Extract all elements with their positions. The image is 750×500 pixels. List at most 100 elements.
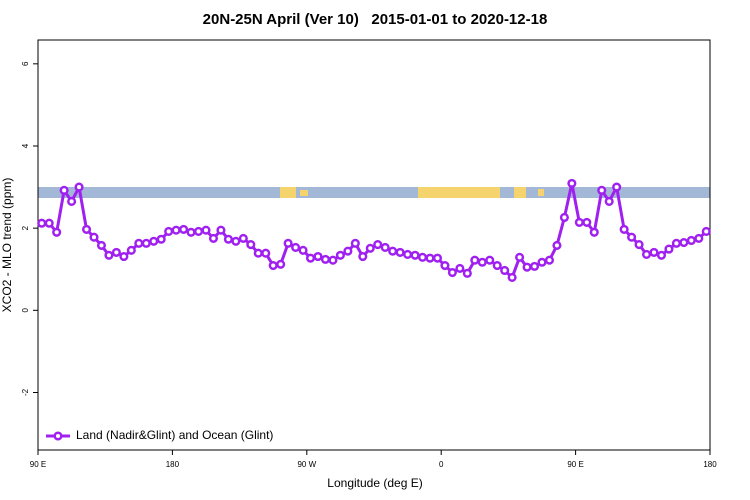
data-point [186, 227, 196, 237]
data-point [365, 243, 375, 253]
data-point [589, 227, 599, 237]
y-tick-label: -2 [21, 388, 30, 396]
x-tick-label: 90 E [30, 460, 46, 469]
data-point [268, 260, 278, 271]
y-tick-label: 4 [21, 143, 30, 148]
x-tick-label: 180 [703, 460, 717, 469]
data-point [582, 217, 592, 227]
data-point [126, 245, 136, 255]
data-point [507, 272, 517, 283]
data-point [380, 242, 390, 253]
data-point [350, 238, 360, 248]
data-point [246, 240, 256, 250]
x-tick-label: 90 E [567, 460, 583, 469]
data-point [455, 263, 465, 273]
x-axis-title: Longitude (deg E) [327, 476, 422, 490]
data-point [238, 233, 248, 243]
data-point [447, 267, 457, 278]
data-point [477, 257, 487, 267]
data-point [276, 259, 286, 269]
data-point [440, 260, 450, 271]
x-tick-label: 90 W [297, 460, 316, 469]
land-patch [514, 187, 526, 198]
data-point [559, 212, 569, 223]
data-point [492, 260, 502, 271]
data-point [67, 196, 77, 207]
data-point [671, 238, 681, 248]
data-point [686, 235, 696, 246]
legend-marker [53, 431, 63, 441]
data-point [485, 255, 495, 265]
data-point [119, 251, 129, 262]
data-point [612, 182, 622, 192]
data-point [529, 261, 540, 271]
data-point [597, 185, 607, 195]
chart-title: 20N-25N April (Ver 10) 2015-01-01 to 202… [203, 11, 548, 28]
data-point [328, 255, 338, 265]
land-patch [418, 187, 500, 198]
data-point [649, 247, 659, 257]
data-point [552, 240, 562, 250]
data-point [641, 249, 652, 259]
data-point [81, 224, 92, 234]
data-point [59, 185, 69, 195]
data-point [395, 247, 405, 257]
data-point [44, 218, 54, 228]
land-patch [300, 190, 308, 196]
data-point [141, 238, 151, 248]
data-point [634, 240, 644, 250]
data-point [164, 226, 174, 236]
data-point [544, 255, 555, 265]
data-point [373, 240, 383, 250]
data-point [432, 253, 443, 263]
data-point [403, 249, 413, 259]
data-point [104, 250, 114, 260]
y-tick-label: 6 [21, 61, 30, 66]
data-point [208, 233, 219, 243]
data-point [417, 252, 428, 262]
data-point [201, 225, 211, 235]
data-point [37, 218, 47, 228]
data-point [134, 238, 144, 248]
data-point [156, 234, 166, 244]
data-point [223, 234, 233, 244]
data-point [470, 255, 480, 265]
data-point [171, 225, 181, 235]
plot-frame [37, 39, 711, 451]
data-point [656, 250, 667, 260]
data-point [500, 265, 510, 276]
land-patch [280, 187, 296, 198]
data-point [679, 237, 689, 248]
ocean-band [38, 187, 710, 198]
land-patch [538, 189, 544, 196]
data-point [537, 257, 547, 267]
data-point [52, 227, 62, 237]
data-point [74, 182, 84, 192]
data-point [216, 225, 226, 235]
data-point [261, 248, 271, 258]
data-point [313, 251, 323, 262]
x-tick-label: 0 [439, 460, 444, 469]
legend-label: Land (Nadir&Glint) and Ocean (Glint) [76, 428, 273, 442]
data-point [664, 244, 674, 254]
data-point [179, 224, 189, 234]
data-point [425, 253, 435, 263]
data-point [627, 232, 637, 242]
data-point [462, 268, 472, 278]
data-point [343, 246, 353, 256]
data-point [96, 240, 107, 250]
data-point [522, 262, 532, 272]
data-point [410, 250, 420, 260]
x-tick-label: 180 [166, 460, 180, 469]
data-point [111, 247, 121, 257]
y-tick-label: 2 [21, 225, 30, 230]
data-point [358, 251, 368, 262]
data-point [283, 238, 293, 248]
data-point [291, 242, 301, 253]
data-point [89, 232, 99, 242]
y-tick-label: 0 [21, 308, 30, 313]
data-point [619, 224, 629, 234]
data-point [320, 254, 331, 264]
data-point [701, 226, 711, 236]
data-point [305, 253, 316, 263]
